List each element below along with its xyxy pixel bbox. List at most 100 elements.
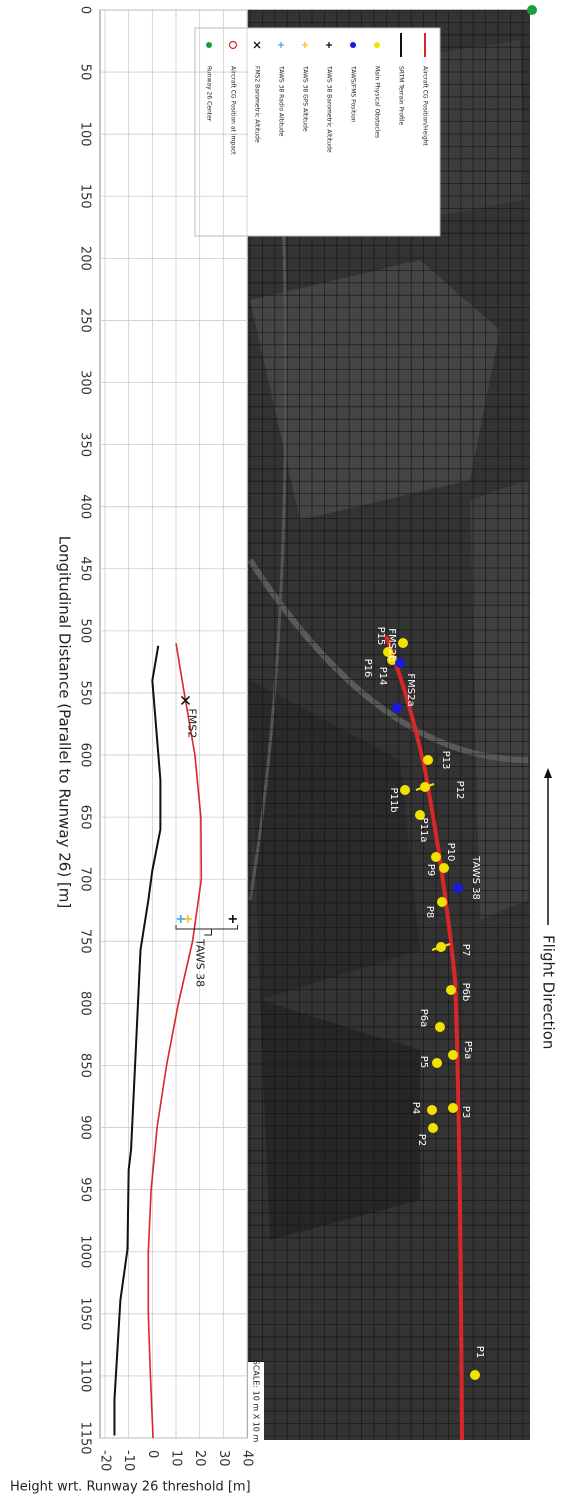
obstacle-marker: [431, 852, 441, 862]
map-label: P7: [460, 944, 471, 956]
obstacle-marker: [470, 1370, 480, 1380]
map-label: P4: [410, 1102, 421, 1114]
x-tick-label: 400: [77, 494, 92, 519]
map-label: P11a: [418, 818, 429, 843]
map-label: P6b: [460, 983, 471, 1002]
legend-label: TAWS 38 Radio Altitude: [278, 65, 285, 137]
x-tick-label: 800: [78, 991, 93, 1016]
direction-arrowhead: [544, 768, 552, 778]
obstacle-marker: [400, 785, 410, 795]
map-label: P8: [424, 906, 435, 918]
x-tick-label: 50: [78, 64, 93, 81]
obstacle-marker: [448, 1050, 458, 1060]
x-tick-label: 1050: [78, 1297, 93, 1330]
map-label: P14: [377, 667, 388, 686]
map-label: P16: [362, 659, 373, 678]
legend-label: SRTM Terrain Profile: [398, 66, 405, 125]
legend: Aircraft CG Position/Height SRTM Terrain …: [194, 27, 441, 237]
x-tick-label: 150: [78, 184, 93, 209]
map-label: P2: [416, 1134, 427, 1146]
y-tick-label: 0: [145, 1450, 160, 1458]
data-marker: [176, 914, 185, 923]
x-axis-title: Longitudinal Distance (Parallel to Runwa…: [56, 536, 74, 909]
y-tick-label: 20: [192, 1450, 207, 1467]
y-tick-label: -20: [98, 1450, 113, 1471]
road: [248, 119, 288, 901]
data-marker: [180, 695, 191, 705]
obstacle-marker: [420, 782, 430, 792]
obstacle-marker: [436, 942, 446, 952]
x-tick-label: 500: [78, 618, 93, 643]
terrain-patch: [250, 680, 420, 1000]
obstacle-marker: [423, 755, 433, 765]
profile-line: [147, 643, 203, 1439]
legend-label: Runway 26 Center: [206, 66, 213, 122]
y-tick-label: 40: [240, 1450, 255, 1467]
x-tick-label: 850: [78, 1053, 93, 1078]
obstacle-marker: [437, 897, 447, 907]
road: [247, 558, 529, 763]
legend-label: TAWS 38 GPS Altitude: [302, 65, 309, 132]
y-tick-label: -10: [121, 1450, 136, 1471]
obstacle-marker: [435, 1022, 445, 1032]
legend-swatch: [278, 42, 284, 48]
position-marker: [453, 883, 463, 893]
map-label: P5: [418, 1056, 429, 1068]
map-label: P15: [375, 627, 386, 646]
x-tick-label: 950: [78, 1177, 93, 1202]
position-marker: [392, 703, 402, 713]
scale-label: SCALE: 10 m X 10 m: [252, 1360, 261, 1443]
map-label: P6a: [418, 1009, 429, 1028]
obstacle-marker: [446, 985, 456, 995]
aerial-map: [247, 9, 530, 1441]
y-tick-label: 30: [216, 1450, 231, 1467]
obstacle-marker: [439, 863, 449, 873]
x-tick-label: 650: [78, 805, 93, 830]
legend-swatch: [228, 40, 238, 50]
map-label: P5a: [462, 1041, 473, 1060]
obstacle-marker: [387, 655, 397, 665]
obstacle-marker: [448, 1103, 458, 1113]
x-tick-label: 350: [78, 432, 93, 457]
map-label: P9: [425, 864, 436, 876]
map-label: P12: [454, 781, 465, 800]
x-tick-label: 900: [78, 1115, 93, 1140]
annotation: TAWS 38: [194, 938, 207, 987]
position-marker: [395, 658, 405, 668]
obstacle-marker: [415, 810, 425, 820]
flight-track: [384, 635, 464, 1441]
obstacle-marker: [428, 1123, 438, 1133]
legend-label: TAWS/FMS Position: [350, 65, 357, 123]
profile-line: [113, 645, 162, 1436]
y-tick-label: 10: [169, 1450, 184, 1467]
legend-swatch: [326, 42, 332, 48]
x-tick-label: 300: [78, 370, 93, 395]
data-marker: [228, 914, 237, 923]
legend-label: TAWS 38 Barometric Altitude: [326, 65, 333, 153]
map-label: P11b: [388, 787, 399, 812]
legend-swatch: [206, 42, 212, 48]
map-label: FMS2a: [405, 673, 416, 706]
x-tick-label: 750: [78, 929, 93, 954]
map-label: P3: [460, 1106, 471, 1118]
direction-label: Flight Direction: [540, 935, 558, 1049]
obstacle-marker: [432, 1058, 442, 1068]
legend-label: Aircraft CG Position/Height: [422, 66, 429, 146]
map-label: P10: [445, 843, 456, 862]
legend-box: [194, 27, 441, 237]
map-label: P13: [440, 751, 451, 770]
scale-box: [248, 1362, 264, 1440]
legend-swatch: [253, 41, 261, 49]
terrain-patch: [250, 260, 500, 520]
data-marker: [183, 914, 192, 923]
legend-label: Main Physical Obstacles: [374, 66, 381, 138]
map-label: P1: [474, 1346, 485, 1358]
terrain-patch: [470, 480, 528, 920]
x-tick-label: 1100: [78, 1359, 93, 1392]
x-tick-label: 450: [78, 556, 93, 581]
x-tick-label: 0: [78, 6, 93, 14]
runway-center-marker: [527, 5, 537, 15]
annotation: FMS2: [185, 708, 198, 738]
x-tick-label: 600: [78, 743, 93, 768]
